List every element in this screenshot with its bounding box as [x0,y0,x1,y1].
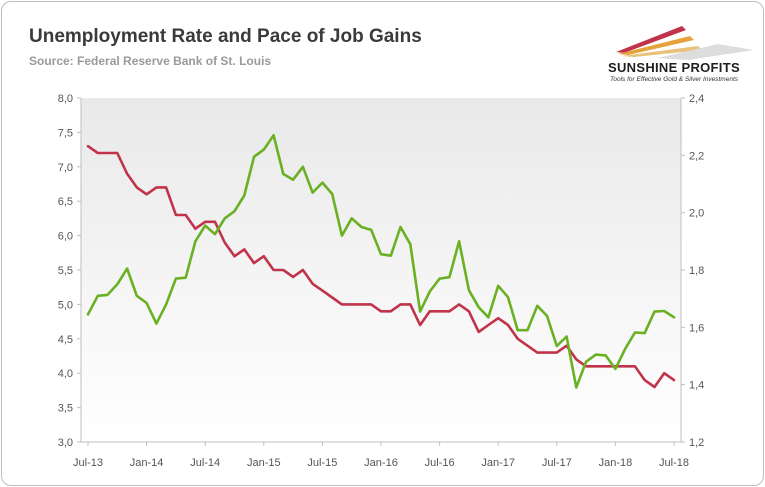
right-tick-label: 2,0 [689,208,704,220]
left-tick-label: 5,0 [58,299,73,311]
left-tick-label: 4,5 [58,334,73,346]
logo-tagline: Tools for Effective Gold & Silver Invest… [610,76,739,83]
left-tick-label: 6,0 [58,231,73,243]
plot-area [81,98,681,442]
x-tick-label: Jan-17 [481,457,515,469]
x-tick-label: Jul-13 [73,457,103,469]
sunshine-profits-logo: SUNSHINE PROFITS Tools for Effective Gol… [598,20,758,90]
left-tick-label: 7,0 [58,162,73,174]
left-tick-label: 3,5 [58,403,73,415]
series-line-left-axis [86,144,676,389]
series-line-right-axis [86,134,676,389]
right-tick-label: 2,4 [689,93,704,105]
x-tick-label: Jan-14 [130,457,164,469]
right-tick-label: 1,8 [689,265,704,277]
left-tick-label: 5,5 [58,265,73,277]
x-tick-label: Jul-18 [659,457,689,469]
x-tick-label: Jan-18 [599,457,633,469]
left-tick-label: 6,5 [58,196,73,208]
x-tick-label: Jul-17 [542,457,572,469]
left-tick-label: 3,0 [58,437,73,449]
logo-name: SUNSHINE PROFITS [608,60,740,75]
chart-title: Unemployment Rate and Pace of Job Gains [29,26,422,47]
left-tick-label: 8,0 [58,93,73,105]
logo-swoosh-icon [616,26,754,60]
left-tick-label: 4,0 [58,368,73,380]
x-tick-label: Jan-16 [364,457,398,469]
right-tick-label: 2,2 [689,150,704,162]
chart-subtitle: Source: Federal Reserve Bank of St. Loui… [29,54,272,68]
x-tick-label: Jul-14 [190,457,220,469]
x-tick-label: Jan-15 [247,457,281,469]
right-tick-label: 1,4 [689,380,704,392]
x-tick-label: Jul-15 [307,457,337,469]
right-tick-label: 1,6 [689,322,704,334]
x-tick-label: Jul-16 [425,457,455,469]
left-tick-label: 7,5 [58,127,73,139]
right-tick-label: 1,2 [689,437,704,449]
